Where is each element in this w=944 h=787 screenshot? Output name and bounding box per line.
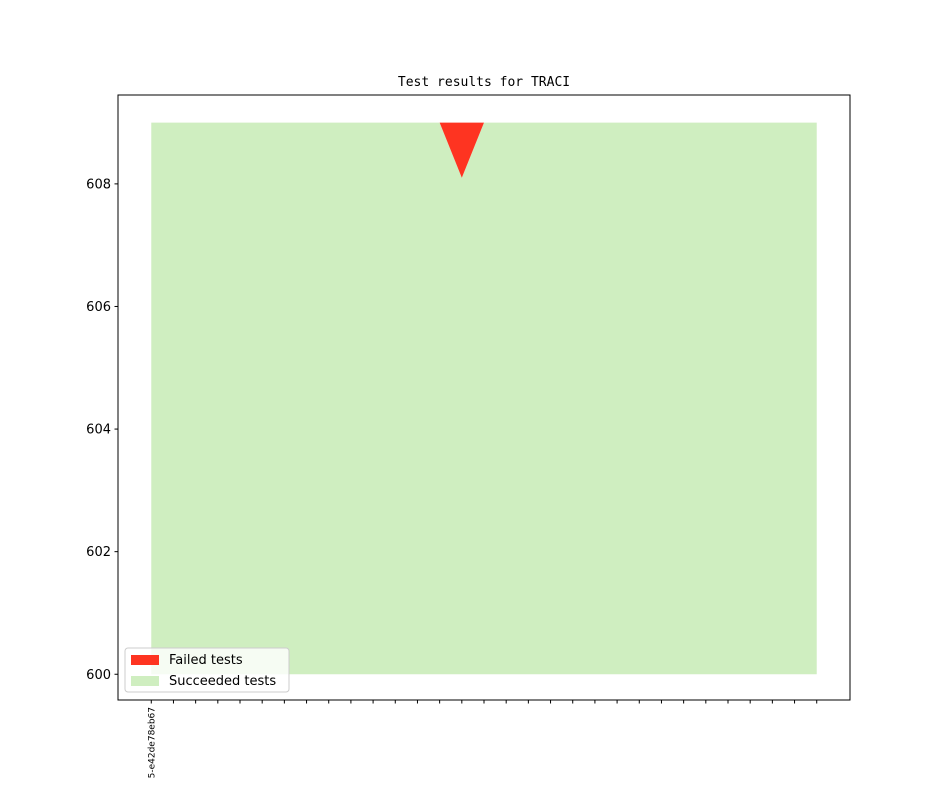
x-tick-label: 5-e42de78eb67 [147,707,157,778]
legend-label: Failed tests [169,653,243,668]
y-tick-label: 600 [86,668,111,683]
legend-label: Succeeded tests [169,674,276,689]
y-tick-label: 608 [86,177,111,192]
legend: Failed tests Succeeded tests [124,647,290,693]
y-tick-label: 606 [86,300,111,315]
y-tick-label: 602 [86,545,111,560]
area [151,122,817,675]
chart-title: Test results for TRACI [398,75,570,90]
legend-swatch [131,676,159,686]
y-tick-label: 604 [86,423,111,438]
legend-frame [124,647,290,693]
legend-swatch [131,655,159,665]
